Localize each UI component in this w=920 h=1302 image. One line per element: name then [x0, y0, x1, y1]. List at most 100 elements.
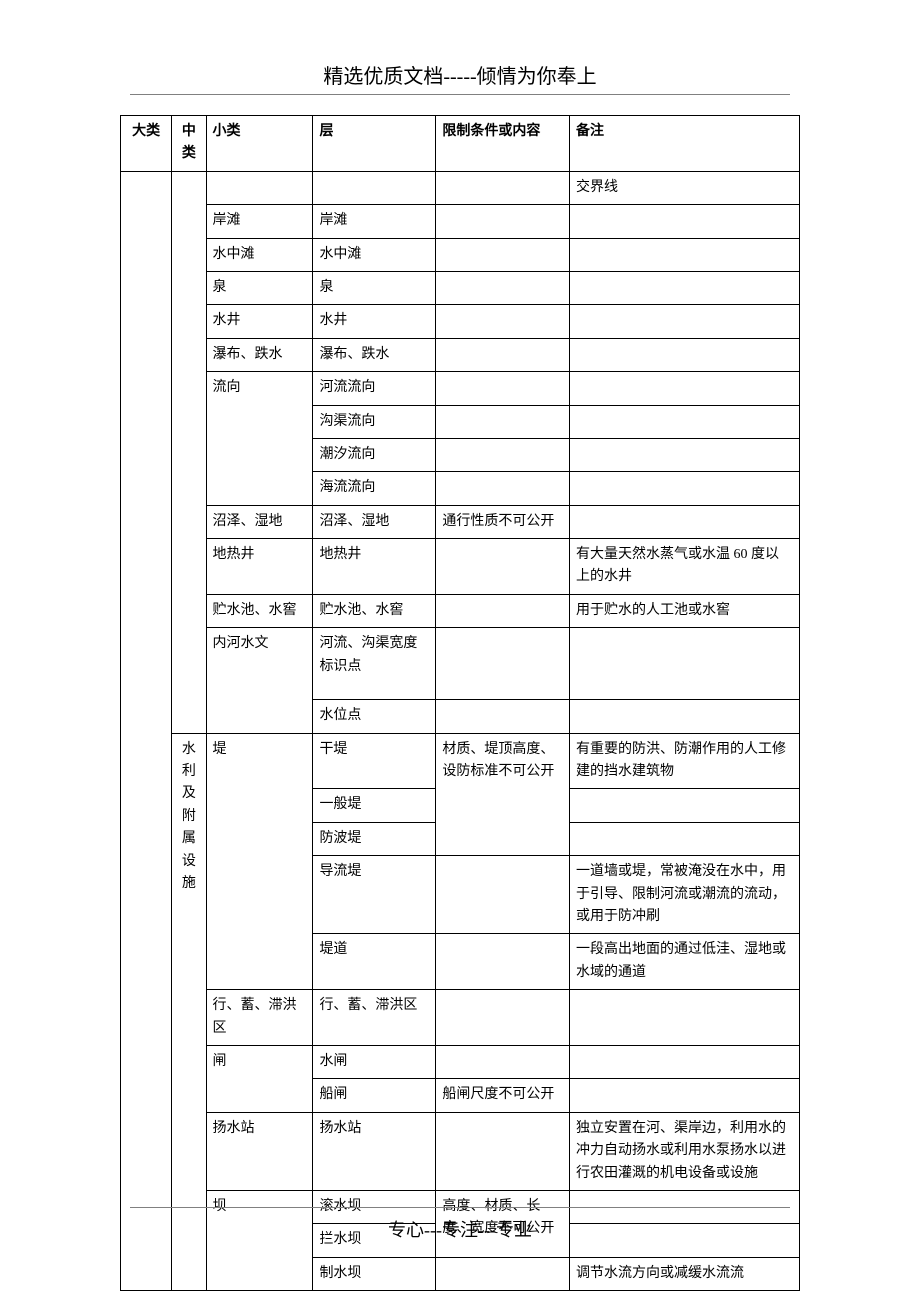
cell-col6 — [570, 372, 800, 405]
cell-col6: 交界线 — [570, 171, 800, 204]
table-row: 瀑布、跌水瀑布、跌水 — [121, 338, 800, 371]
cell-col5 — [436, 594, 570, 627]
page-header: 精选优质文档-----倾情为你奉上 — [0, 60, 920, 89]
cell-col3 — [206, 171, 313, 204]
cell-col5 — [436, 372, 570, 405]
cell-col4: 堤道 — [313, 934, 436, 990]
cell-col3: 堤 — [206, 733, 313, 990]
table-row: 贮水池、水窖贮水池、水窖 用于贮水的人工池或水窖 — [121, 594, 800, 627]
table-row: 流向河流流向 — [121, 372, 800, 405]
cell-col5 — [436, 305, 570, 338]
cell-col5 — [436, 1045, 570, 1078]
cell-col5 — [436, 1112, 570, 1190]
cell-col4: 防波堤 — [313, 822, 436, 855]
cell-col6: 用于贮水的人工池或水窖 — [570, 594, 800, 627]
cell-col6 — [570, 238, 800, 271]
cell-col4: 潮汐流向 — [313, 438, 436, 471]
cell-col4: 行、蓄、滞洪区 — [313, 990, 436, 1046]
page-footer: 专心---专注---专业 — [0, 1216, 920, 1242]
cell-col5: 材质、堤顶高度、设防标准不可公开 — [436, 733, 570, 856]
cell-col6 — [570, 305, 800, 338]
cell-col4: 海流流向 — [313, 472, 436, 505]
cell-col3: 流向 — [206, 372, 313, 506]
header-col5: 限制条件或内容 — [436, 116, 570, 172]
cell-col6 — [570, 505, 800, 538]
table-row: 行、蓄、滞洪区行、蓄、滞洪区 — [121, 990, 800, 1046]
cell-col4: 河流流向 — [313, 372, 436, 405]
cell-col6: 调节水流方向或减缓水流流 — [570, 1257, 800, 1290]
cell-col5 — [436, 438, 570, 471]
cell-col3: 水井 — [206, 305, 313, 338]
cell-col6 — [570, 1045, 800, 1078]
cell-col4: 河流、沟渠宽度标识点 — [313, 628, 436, 700]
cell-col2 — [172, 171, 206, 733]
cell-col5 — [436, 990, 570, 1046]
cell-col6 — [570, 405, 800, 438]
cell-col3: 岸滩 — [206, 205, 313, 238]
cell-col5 — [436, 472, 570, 505]
cell-col5 — [436, 539, 570, 595]
cell-col4: 贮水池、水窖 — [313, 594, 436, 627]
table-row: 水井水井 — [121, 305, 800, 338]
cell-col4: 水中滩 — [313, 238, 436, 271]
cell-col5 — [436, 238, 570, 271]
cell-col3: 地热井 — [206, 539, 313, 595]
header-col4: 层 — [313, 116, 436, 172]
page-footer-wrap: 专心---专注---专业 — [0, 1207, 920, 1242]
header-col3: 小类 — [206, 116, 313, 172]
table-body: 交界线岸滩岸滩水中滩水中滩泉泉水井水井瀑布、跌水瀑布、跌水流向河流流向沟渠流向潮… — [121, 171, 800, 1290]
cell-col4: 导流堤 — [313, 856, 436, 934]
cell-col5 — [436, 171, 570, 204]
header-col2: 中类 — [172, 116, 206, 172]
cell-col6 — [570, 271, 800, 304]
table-row: 交界线 — [121, 171, 800, 204]
cell-col6 — [570, 789, 800, 822]
cell-col6 — [570, 472, 800, 505]
table-row: 沼泽、湿地沼泽、湿地通行性质不可公开 — [121, 505, 800, 538]
header-underline — [130, 94, 790, 95]
cell-col5: 通行性质不可公开 — [436, 505, 570, 538]
cell-col4: 沼泽、湿地 — [313, 505, 436, 538]
cell-col4: 水位点 — [313, 700, 436, 733]
cell-col6: 有重要的防洪、防潮作用的人工修建的挡水建筑物 — [570, 733, 800, 789]
cell-col6 — [570, 628, 800, 700]
cell-col3: 内河水文 — [206, 628, 313, 733]
table-container: 大类 中类 小类 层 限制条件或内容 备注 交界线岸滩岸滩水中滩水中滩泉泉水井水… — [120, 115, 800, 1291]
table-row: 泉泉 — [121, 271, 800, 304]
cell-col4: 泉 — [313, 271, 436, 304]
cell-col4: 岸滩 — [313, 205, 436, 238]
cell-col4: 一般堤 — [313, 789, 436, 822]
cell-col3: 贮水池、水窖 — [206, 594, 313, 627]
table-row: 水中滩水中滩 — [121, 238, 800, 271]
cell-col4: 扬水站 — [313, 1112, 436, 1190]
cell-col3: 泉 — [206, 271, 313, 304]
cell-col6: 一道墙或堤，常被淹没在水中，用于引导、限制河流或潮流的流动，或用于防冲刷 — [570, 856, 800, 934]
table-header-row: 大类 中类 小类 层 限制条件或内容 备注 — [121, 116, 800, 172]
cell-col3: 瀑布、跌水 — [206, 338, 313, 371]
cell-col6 — [570, 1079, 800, 1112]
cell-col6 — [570, 438, 800, 471]
table-row: 扬水站扬水站 独立安置在河、渠岸边，利用水的冲力自动扬水或利用水泵扬水以进行农田灌… — [121, 1112, 800, 1190]
header-col6: 备注 — [570, 116, 800, 172]
data-table: 大类 中类 小类 层 限制条件或内容 备注 交界线岸滩岸滩水中滩水中滩泉泉水井水… — [120, 115, 800, 1291]
cell-col5: 船闸尺度不可公开 — [436, 1079, 570, 1112]
cell-col5 — [436, 271, 570, 304]
cell-col6 — [570, 822, 800, 855]
cell-col4: 瀑布、跌水 — [313, 338, 436, 371]
cell-col4: 干堤 — [313, 733, 436, 789]
cell-col3: 扬水站 — [206, 1112, 313, 1190]
cell-col5 — [436, 856, 570, 934]
cell-col5 — [436, 1257, 570, 1290]
cell-col3: 闸 — [206, 1045, 313, 1112]
cell-col6 — [570, 338, 800, 371]
cell-col5 — [436, 700, 570, 733]
cell-col6: 独立安置在河、渠岸边，利用水的冲力自动扬水或利用水泵扬水以进行农田灌溉的机电设备… — [570, 1112, 800, 1190]
table-row: 地热井地热井有大量天然水蒸气或水温 60 度以上的水井 — [121, 539, 800, 595]
cell-col5 — [436, 338, 570, 371]
cell-col3: 沼泽、湿地 — [206, 505, 313, 538]
cell-col3: 行、蓄、滞洪区 — [206, 990, 313, 1046]
cell-col6: 一段高出地面的通过低洼、湿地或水域的通道 — [570, 934, 800, 990]
cell-col6 — [570, 990, 800, 1046]
cell-col6 — [570, 205, 800, 238]
cell-col4: 沟渠流向 — [313, 405, 436, 438]
